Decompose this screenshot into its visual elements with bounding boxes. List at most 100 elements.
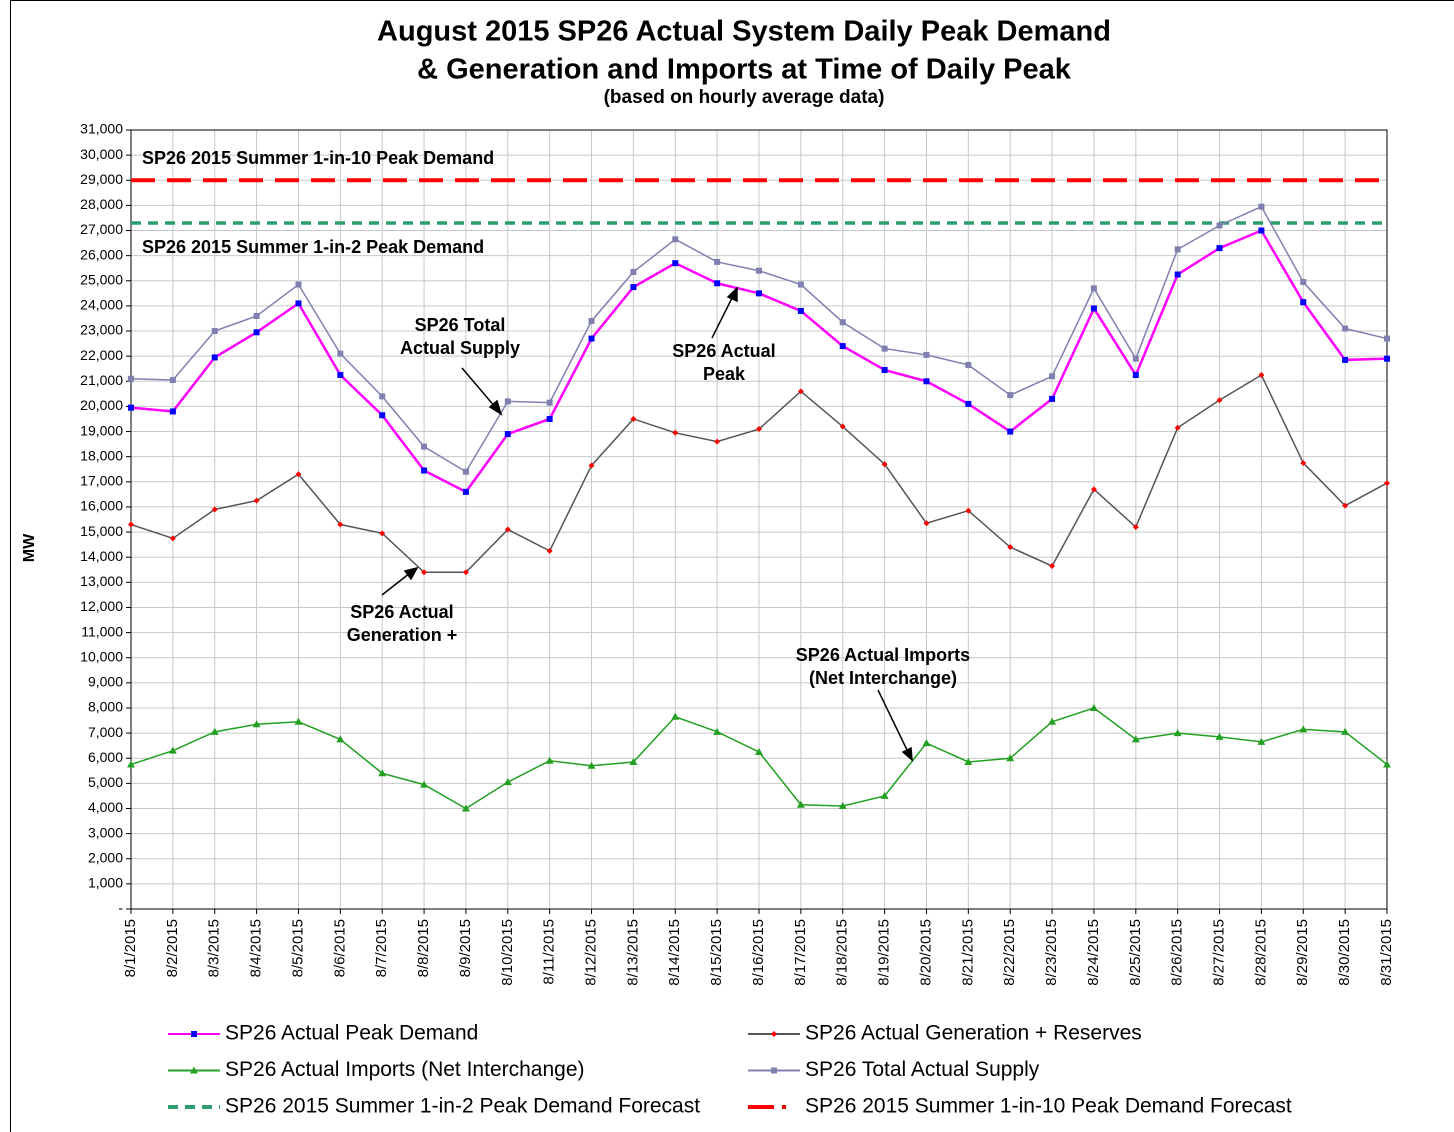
annotation: SP26 Actual xyxy=(672,341,775,361)
y-tick-label: 7,000 xyxy=(88,724,123,740)
x-tick-label: 8/10/2015 xyxy=(499,919,516,986)
annotation: SP26 2015 Summer 1-in-2 Peak Demand xyxy=(142,237,484,257)
y-tick-label: 21,000 xyxy=(80,372,123,388)
point xyxy=(756,267,762,274)
x-tick-label: 8/26/2015 xyxy=(1169,919,1186,986)
x-tick-label: 8/9/2015 xyxy=(457,919,474,977)
x-tick-label: 8/2/2015 xyxy=(164,919,181,977)
legend-marker xyxy=(190,1066,198,1074)
x-tick-label: 8/4/2015 xyxy=(248,919,265,977)
point xyxy=(629,757,638,765)
x-tick-label: 8/3/2015 xyxy=(206,919,223,977)
point xyxy=(1089,703,1098,711)
legend-marker xyxy=(771,1067,777,1074)
point xyxy=(379,530,386,537)
y-tick-label: 19,000 xyxy=(80,422,123,438)
point xyxy=(630,415,637,422)
point xyxy=(797,388,804,395)
point xyxy=(461,804,470,812)
y-tick-label: 22,000 xyxy=(80,347,123,363)
point xyxy=(378,769,387,777)
point xyxy=(630,284,637,291)
point xyxy=(1384,355,1390,362)
point xyxy=(714,280,721,287)
point xyxy=(503,778,512,786)
legend-label: SP26 Actual Imports (Net Interchange) xyxy=(225,1058,585,1081)
y-tick-label: 4,000 xyxy=(88,799,123,815)
x-tick-label: 8/27/2015 xyxy=(1211,919,1228,986)
point xyxy=(1384,335,1390,342)
point xyxy=(1173,729,1182,737)
legend-label: SP26 2015 Summer 1-in-2 Peak Demand Fore… xyxy=(225,1095,700,1118)
point xyxy=(965,507,972,514)
x-tick-label: 8/28/2015 xyxy=(1252,919,1269,986)
point xyxy=(672,429,679,436)
point xyxy=(252,720,261,728)
point xyxy=(462,569,469,576)
point xyxy=(504,431,511,438)
x-tick-label: 8/25/2015 xyxy=(1127,919,1144,986)
point xyxy=(253,329,260,336)
y-tick-label: 1,000 xyxy=(88,875,123,891)
point xyxy=(965,361,972,368)
x-tick-label: 8/13/2015 xyxy=(624,919,641,986)
x-tick-label: 8/19/2015 xyxy=(876,919,893,986)
point xyxy=(1342,325,1349,332)
point xyxy=(211,354,218,361)
point xyxy=(797,281,804,288)
point xyxy=(253,312,260,319)
point xyxy=(379,412,386,419)
y-tick-label: 26,000 xyxy=(80,246,123,262)
y-tick-label: 16,000 xyxy=(80,498,123,514)
point xyxy=(839,319,846,326)
x-tick-label: 8/14/2015 xyxy=(666,919,683,986)
point xyxy=(504,398,511,405)
point xyxy=(672,260,679,267)
legend-label: SP26 Actual Peak Demand xyxy=(225,1022,478,1045)
y-tick-label: 8,000 xyxy=(88,699,123,715)
point xyxy=(295,300,302,307)
point xyxy=(881,366,888,373)
x-tick-label: 8/15/2015 xyxy=(708,919,725,986)
point xyxy=(714,438,721,445)
point xyxy=(838,801,847,809)
point xyxy=(462,468,469,475)
arrows xyxy=(381,286,913,762)
point xyxy=(1006,754,1015,762)
point xyxy=(1090,305,1097,312)
point xyxy=(756,426,762,433)
point xyxy=(797,307,804,314)
point xyxy=(1300,279,1307,286)
y-tick-label: 27,000 xyxy=(80,221,123,237)
point xyxy=(1257,737,1266,745)
point xyxy=(1216,222,1223,229)
point xyxy=(1048,717,1057,725)
point xyxy=(923,520,930,527)
point xyxy=(337,521,344,528)
y-tick-label: 15,000 xyxy=(80,523,123,539)
point xyxy=(421,443,428,450)
y-tick-label: - xyxy=(118,900,123,916)
annotation: SP26 2015 Summer 1-in-10 Peak Demand xyxy=(142,148,494,168)
point xyxy=(504,526,511,533)
x-tick-label: 8/7/2015 xyxy=(373,919,390,977)
point xyxy=(1342,502,1349,509)
point xyxy=(714,258,721,265)
legend-label: SP26 Actual Generation + Reserves xyxy=(805,1022,1142,1045)
y-tick-label: 13,000 xyxy=(80,573,123,589)
legend-marker xyxy=(771,1031,777,1037)
y-tick-label: 24,000 xyxy=(80,297,123,313)
point xyxy=(588,317,595,324)
x-tick-label: 8/12/2015 xyxy=(583,919,600,986)
point xyxy=(210,727,219,735)
point xyxy=(128,521,134,528)
y-tick-label: 25,000 xyxy=(80,271,123,287)
y-tick-label: 28,000 xyxy=(80,196,123,212)
point xyxy=(839,343,846,350)
point xyxy=(546,547,553,554)
point xyxy=(295,471,302,478)
y-tick-label: 2,000 xyxy=(88,849,123,865)
point xyxy=(295,281,302,288)
point xyxy=(168,746,177,754)
